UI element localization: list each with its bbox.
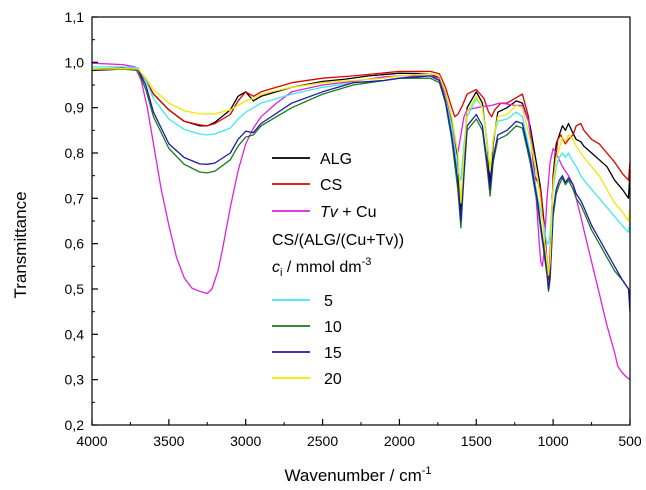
- x-tick-label: 1000: [538, 433, 569, 449]
- x-axis: 4000 3500 3000 2500 2000 1500 1000 500: [76, 419, 642, 449]
- x-axis-title-main: Wavenumber / cm: [284, 466, 421, 485]
- legend: ALG CS Tv + Cu 5 10 15 20: [272, 151, 376, 388]
- plot-frame: [91, 16, 631, 426]
- series-line-6: [91, 68, 631, 277]
- legend-label-6: 20: [324, 371, 342, 388]
- x-tick-label: 2000: [384, 433, 415, 449]
- legend-label-5: 15: [324, 345, 342, 362]
- y-tick-label: 1,0: [65, 54, 85, 70]
- x-axis-title-sup: -1: [422, 465, 432, 477]
- y-tick-label: 0,8: [65, 145, 85, 161]
- y-tick-label: 1,1: [65, 9, 85, 25]
- y-tick-label: 0,2: [65, 417, 85, 433]
- y-tick-label: 0,3: [65, 372, 85, 388]
- x-axis-title: Wavenumber / cm-1: [284, 465, 431, 485]
- x-tick-label: 1500: [461, 433, 492, 449]
- legend-heading-2: ci / mmol dm-3: [272, 256, 371, 279]
- series-line-1: [91, 67, 631, 281]
- series-line-2: [91, 62, 631, 381]
- series-line-5: [91, 68, 631, 312]
- x-tick-label: 3500: [153, 433, 184, 449]
- legend-label-4: 10: [324, 319, 342, 336]
- legend-heading-2-sup: -3: [362, 256, 372, 268]
- y-tick-label: 0,6: [65, 236, 85, 252]
- y-axis-title: Transmittance: [11, 191, 30, 298]
- y-tick-label: 0,5: [65, 281, 85, 297]
- x-tick-label: 4000: [76, 433, 107, 449]
- x-tick-label: 2500: [307, 433, 338, 449]
- y-tick-label: 0,4: [65, 326, 85, 342]
- legend-label-2: Tv + Cu: [320, 204, 376, 221]
- y-tick-label: 0,7: [65, 190, 85, 206]
- x-tick-label: 500: [618, 433, 642, 449]
- y-tick-label: 0,9: [65, 100, 85, 116]
- legend-label-0: ALG: [320, 151, 352, 168]
- series-layer: [91, 62, 631, 381]
- legend-heading-2-symbol: c: [272, 259, 280, 276]
- x-tick-label: 3000: [230, 433, 261, 449]
- y-axis: 0,2 0,3 0,4 0,5 0,6 0,7 0,8 0,9 1,0 1,1: [65, 9, 98, 433]
- legend-heading-2-rest: / mmol dm: [282, 259, 361, 276]
- legend-label-3: 5: [324, 293, 333, 310]
- legend-heading-1: CS/(ALG/(Cu+Tv)): [272, 232, 404, 249]
- legend-label-1: CS: [320, 177, 342, 194]
- legend-heading-2-sub: i: [280, 267, 282, 279]
